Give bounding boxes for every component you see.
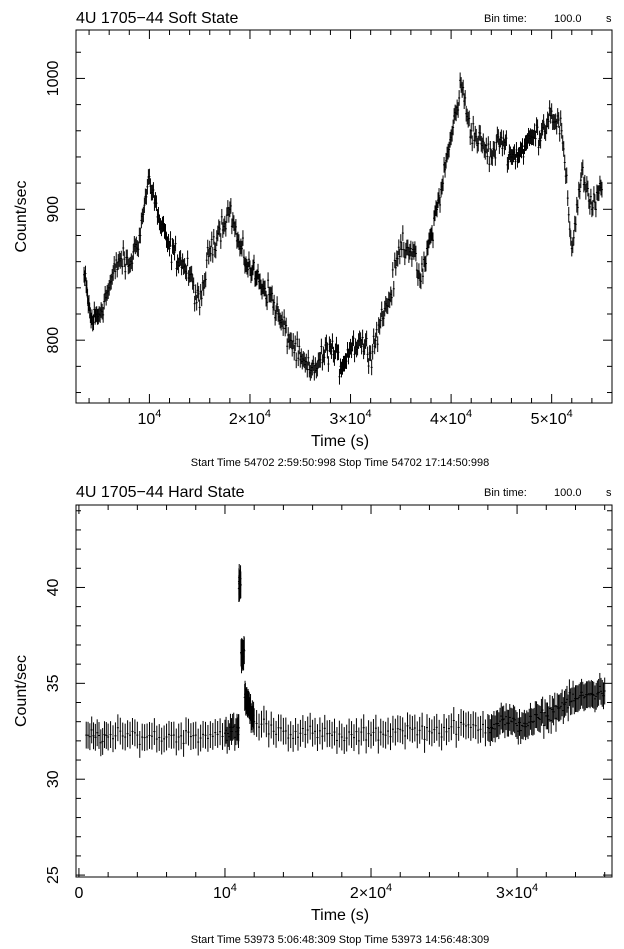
chart-title: 4U 1705−44 Hard State [76, 484, 245, 501]
bin-time-unit: s [606, 13, 612, 25]
y-tick-label: 25 [45, 866, 62, 884]
y-tick-label: 40 [45, 578, 62, 596]
x-tick-label: 5×104 [531, 408, 573, 428]
y-tick-label: 1000 [45, 61, 62, 97]
x-tick-label: 2×104 [229, 408, 271, 428]
bin-time-unit: s [606, 487, 612, 499]
light-curve-panel-1: 4U 1705−44 Soft State Bin time: 100.0 s 104 2… [13, 10, 613, 469]
y-tick-label: 35 [45, 674, 62, 692]
y-axis-label: Count/sec [13, 655, 30, 727]
y-tick-label: 30 [45, 770, 62, 788]
x-tick-label: 0 [74, 885, 83, 902]
time-range-footer: Start Time 54702 2:59:50:998 Stop Time 5… [191, 457, 489, 469]
bin-time-label: Bin time: [484, 13, 527, 25]
bin-time-label: Bin time: [484, 487, 527, 499]
plot-frame [75, 29, 613, 404]
x-tick-label: 3×104 [329, 408, 371, 428]
bin-time-value: 100.0 [554, 487, 582, 499]
data-points [85, 564, 606, 758]
y-tick-label: 800 [45, 327, 62, 354]
x-tick-label: 2×104 [350, 882, 392, 902]
data-points [83, 72, 603, 385]
light-curve-panel-2: 4U 1705−44 Hard State Bin time: 100.0 s 0 104… [13, 484, 613, 946]
bin-time-value: 100.0 [554, 13, 582, 25]
x-axis-label: Time (s) [311, 433, 369, 450]
plot-frame [75, 504, 613, 878]
time-range-footer: Start Time 53973 5:06:48:309 Stop Time 5… [191, 934, 489, 946]
x-tick-label: 4×104 [430, 408, 472, 428]
x-tick-label: 3×104 [496, 882, 538, 902]
y-tick-label: 900 [45, 196, 62, 223]
y-axis-label: Count/sec [13, 180, 30, 252]
x-tick-label: 104 [213, 882, 237, 902]
chart-title: 4U 1705−44 Soft State [76, 10, 238, 27]
x-tick-label: 104 [137, 408, 161, 428]
x-axis-label: Time (s) [311, 907, 369, 924]
